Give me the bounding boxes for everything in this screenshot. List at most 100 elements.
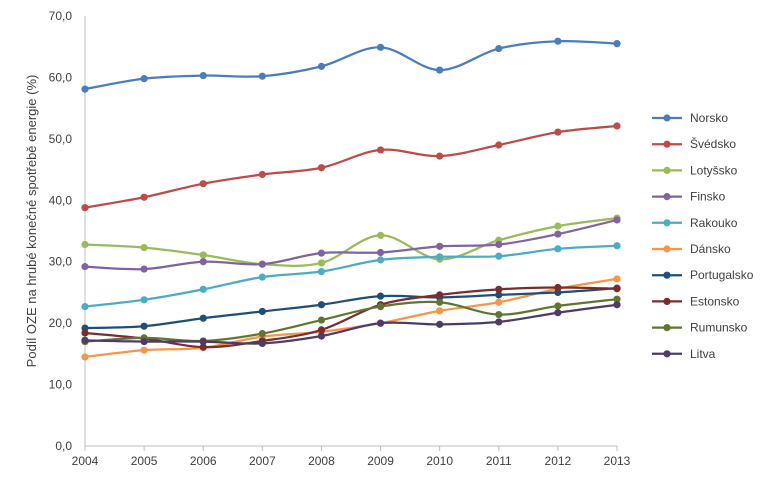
- data-point: [317, 62, 326, 70]
- data-point: [436, 291, 444, 299]
- series-line: [84, 218, 618, 271]
- data-point: [258, 72, 266, 80]
- series-line: [84, 216, 618, 267]
- legend-label: Rumunsko: [690, 321, 748, 335]
- legend-item: Portugalsko: [652, 268, 754, 282]
- series-line: [84, 277, 618, 359]
- series-line: [84, 298, 618, 343]
- series-4: [81, 216, 621, 273]
- data-point: [613, 275, 621, 283]
- legend: Norsko Švédsko Lotyšsko Finsko Rakouko Dánsko…: [652, 111, 754, 361]
- series-9: [81, 295, 621, 346]
- x-tick-label: 2008: [308, 454, 335, 468]
- data-point: [376, 292, 385, 300]
- x-tick-labels: 2004 2005 2006 2007 2008 2009 2010 2011 2012 2013: [72, 446, 631, 468]
- data-point: [81, 204, 89, 212]
- y-tick-label: 50,0: [49, 132, 73, 146]
- data-point: [258, 307, 266, 316]
- data-point: [376, 146, 385, 154]
- legend-item: Estonsko: [652, 294, 740, 308]
- data-point: [613, 301, 621, 309]
- legend-swatch-marker: [663, 324, 671, 332]
- data-point: [554, 128, 562, 136]
- x-tick-label: 2010: [426, 454, 453, 468]
- data-point: [436, 320, 444, 328]
- series-2: [81, 122, 621, 212]
- series-line: [84, 286, 618, 349]
- data-point: [376, 231, 385, 239]
- data-point: [81, 302, 89, 311]
- series-5: [81, 242, 621, 311]
- data-point: [376, 302, 385, 311]
- data-point: [436, 152, 444, 160]
- data-point: [436, 298, 444, 306]
- data-point: [613, 285, 621, 293]
- legend-swatch-marker: [663, 271, 671, 279]
- x-tick-label: 2012: [545, 454, 572, 468]
- series-line: [84, 124, 618, 209]
- legend-item: Litva: [652, 347, 716, 361]
- data-point: [140, 337, 148, 346]
- y-tick-labels: 0,0 10,0 20,0 30,0 40,0 50,0 60,0 70,0: [49, 9, 73, 453]
- data-point: [495, 141, 503, 149]
- data-point: [199, 343, 207, 351]
- data-point: [495, 44, 503, 53]
- data-point: [495, 291, 503, 299]
- data-point: [317, 316, 326, 324]
- data-point: [317, 249, 326, 257]
- data-point: [376, 43, 385, 51]
- x-tick-label: 2013: [604, 454, 631, 468]
- legend-label: Švédsko: [690, 136, 736, 151]
- data-point: [376, 319, 385, 327]
- y-tick-label: 40,0: [49, 193, 73, 207]
- legend-item: Rakouko: [652, 216, 738, 230]
- data-point: [495, 240, 503, 249]
- series-10: [81, 301, 621, 348]
- legend-item: Finsko: [652, 190, 726, 204]
- series-line: [84, 39, 618, 91]
- legend-label: Finsko: [690, 190, 726, 204]
- x-tick-label: 2011: [486, 454, 512, 468]
- legend-item: Norsko: [652, 111, 728, 125]
- data-point: [81, 329, 89, 337]
- data-point: [495, 285, 503, 293]
- legend-label: Portugalsko: [690, 268, 754, 282]
- data-point: [317, 301, 326, 309]
- data-point: [317, 326, 326, 334]
- data-point: [613, 242, 621, 250]
- data-point: [376, 248, 385, 257]
- data-point: [199, 314, 207, 322]
- legend-swatch-marker: [663, 114, 671, 122]
- data-point: [495, 318, 503, 326]
- legend-swatch-marker: [663, 219, 671, 227]
- data-point: [613, 40, 621, 48]
- data-point: [140, 243, 148, 252]
- data-point: [436, 253, 444, 261]
- data-point: [199, 258, 207, 266]
- series-line: [84, 244, 618, 308]
- legend-swatch-marker: [663, 297, 671, 305]
- data-point: [554, 309, 562, 317]
- y-tick-label: 70,0: [49, 9, 73, 23]
- data-point: [317, 259, 326, 267]
- series-lines: [81, 37, 621, 361]
- y-tick-label: 30,0: [49, 255, 73, 269]
- y-tick-label: 10,0: [49, 378, 73, 392]
- data-point: [199, 180, 207, 188]
- series-line: [84, 287, 618, 330]
- legend-label: Norsko: [690, 111, 728, 125]
- data-point: [81, 263, 89, 271]
- data-point: [199, 251, 207, 259]
- data-point: [554, 230, 562, 238]
- data-point: [613, 122, 621, 130]
- data-point: [140, 265, 148, 273]
- data-point: [258, 273, 266, 281]
- data-point: [258, 329, 266, 338]
- data-point: [317, 164, 326, 172]
- data-point: [317, 332, 326, 340]
- series-line: [84, 303, 618, 345]
- data-point: [317, 267, 326, 276]
- legend-item: Švédsko: [652, 136, 736, 151]
